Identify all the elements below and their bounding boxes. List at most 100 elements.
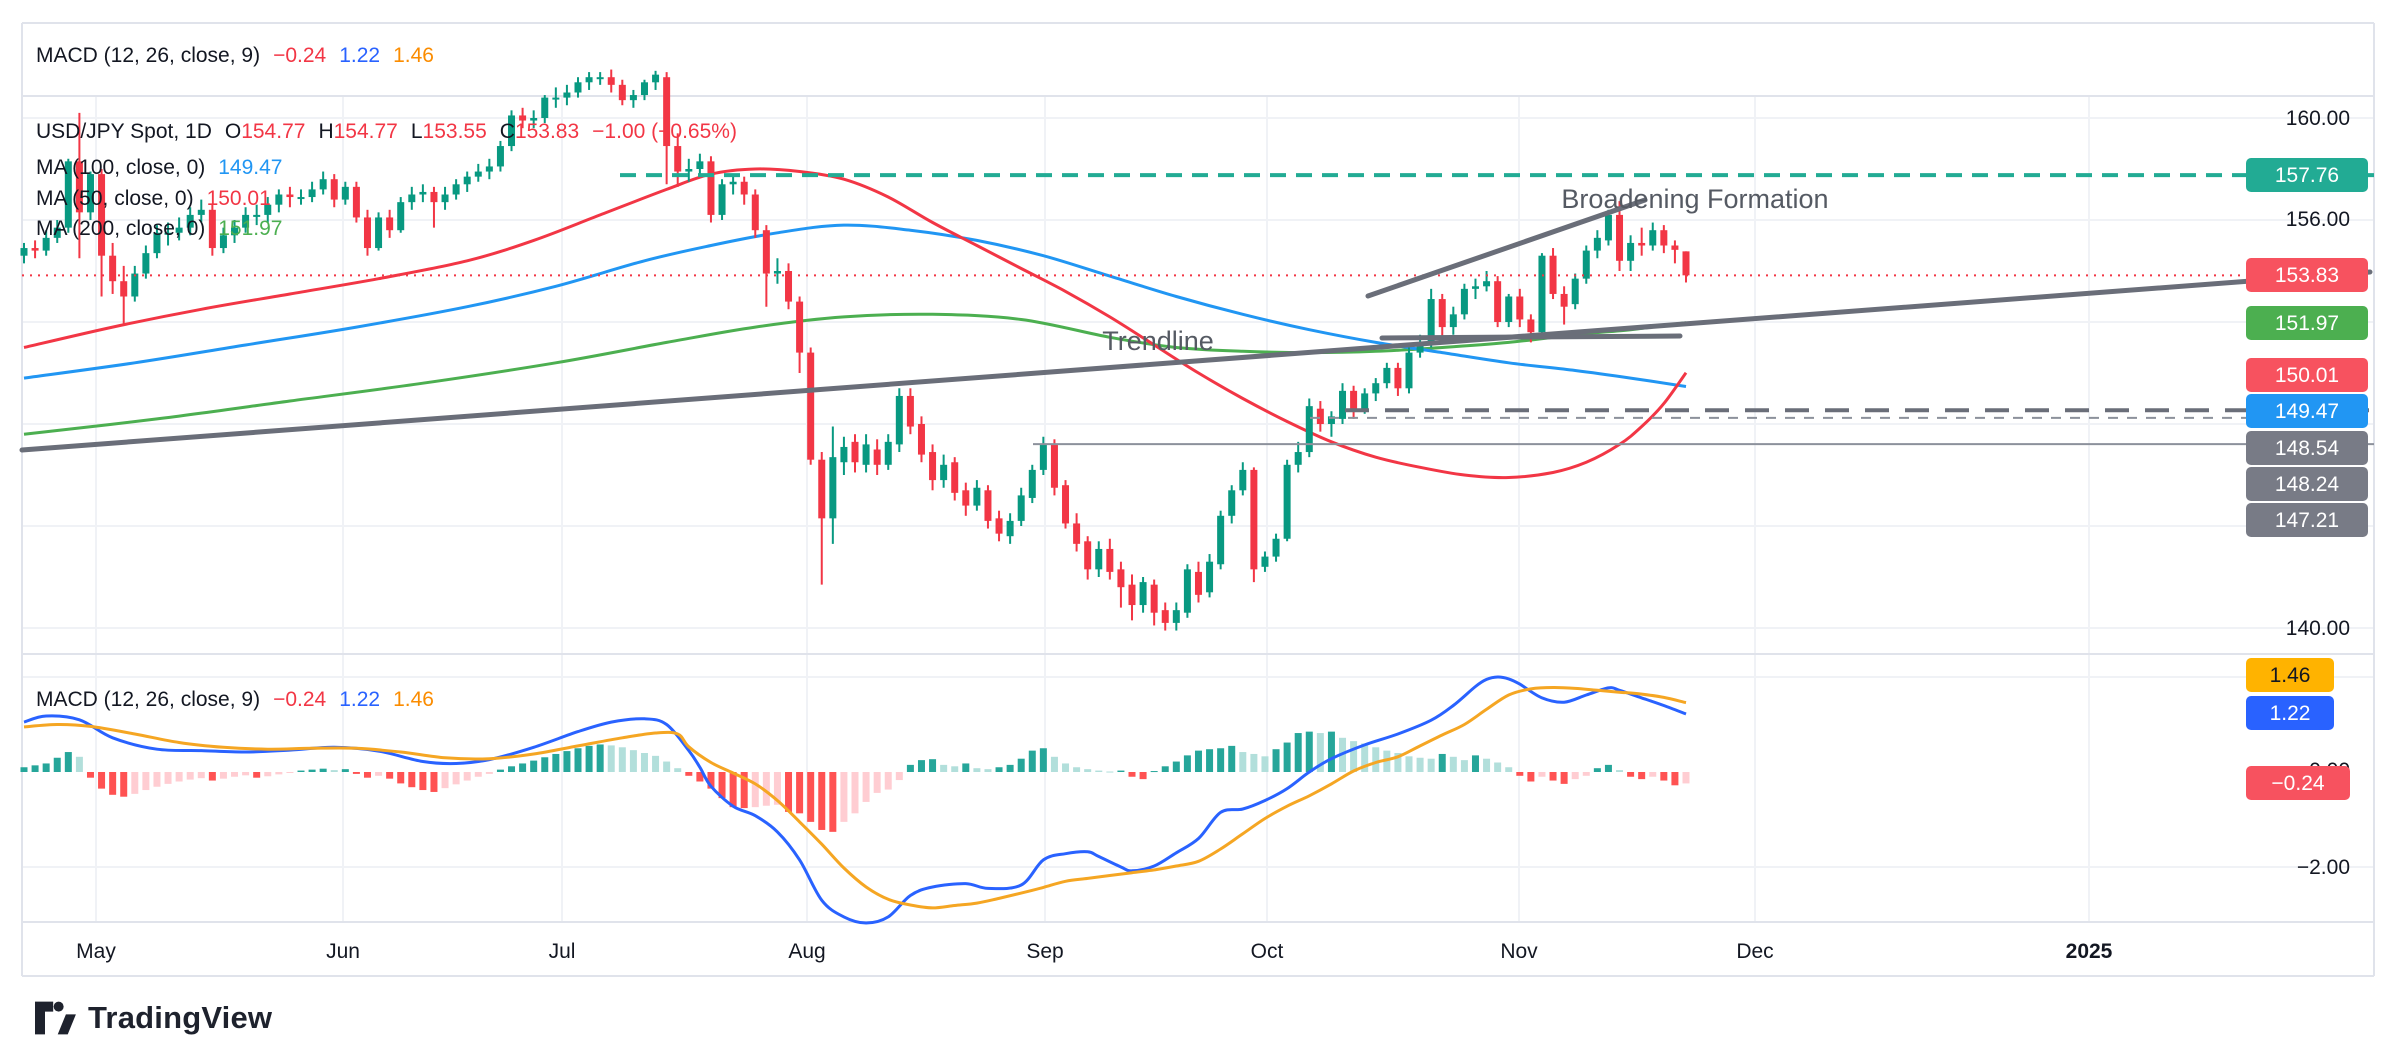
macd-histogram-bar [430, 772, 438, 792]
macd-histogram-bar [86, 772, 94, 778]
time-axis-label: Oct [1251, 940, 1284, 963]
axis-badge-label: 148.24 [2275, 473, 2340, 496]
macd-histogram-bar [1261, 756, 1269, 772]
macd-histogram-bar [995, 767, 1003, 772]
candle-body [1106, 548, 1114, 572]
ma50-legend[interactable]: MA (50, close, 0) 150.01 [36, 187, 284, 211]
axis-badge-label: 151.97 [2275, 312, 2339, 335]
macd-histogram-bar [1350, 741, 1358, 772]
macd-histogram-bar [607, 745, 615, 772]
macd-histogram-bar [707, 772, 715, 789]
macd-histogram-bar [552, 753, 560, 772]
candle-body [840, 446, 848, 463]
ma100-legend[interactable]: MA (100, close, 0) 149.47 [36, 156, 295, 180]
trendline-drawings[interactable] [19, 197, 2373, 453]
candle-body [375, 217, 383, 249]
candle-body [1593, 237, 1601, 251]
axis-badge [2246, 696, 2334, 730]
candle-body [1017, 495, 1025, 521]
candle-body [53, 227, 61, 238]
macd-hist-value: −0.24 [273, 44, 327, 67]
time-axis-label: Sep [1026, 940, 1063, 963]
symbol-legend[interactable]: USD/JPY Spot, 1D O154.77 H154.77 L153.55 C15… [36, 120, 750, 144]
macd-histogram-bar [1228, 745, 1236, 772]
candle-body [1372, 383, 1380, 394]
macd-histogram-bar [1549, 772, 1557, 781]
macd-line [23, 675, 1687, 925]
candle-body [1627, 242, 1635, 261]
macd-histogram-bar [1616, 770, 1624, 772]
annotation-text: Broadening Formation [1561, 184, 1828, 214]
macd-histogram-bar [1050, 756, 1058, 772]
ohlc-open: O154.77 [224, 120, 306, 143]
macd-histogram-bar [109, 772, 117, 795]
macd-histogram-bar [1505, 767, 1513, 772]
candle-body [951, 462, 959, 493]
candle-body [1460, 288, 1468, 315]
candle-body [1261, 556, 1269, 567]
candle-body [1062, 485, 1070, 524]
candle-body [1117, 569, 1125, 588]
macd-histogram-bar [917, 760, 925, 772]
candle-body [1660, 230, 1668, 246]
macd-histogram-bar [674, 768, 682, 772]
candle-body [663, 77, 671, 147]
neckline [1379, 333, 1683, 341]
time-axis-label: Jul [549, 940, 576, 963]
macd-histogram-bar [519, 763, 527, 772]
candle-body [1161, 610, 1169, 623]
candle-body [519, 115, 527, 121]
candle-body [585, 77, 593, 83]
time-axis-label: May [76, 940, 116, 963]
candle-body [940, 464, 948, 481]
tradingview-logo[interactable]: TradingView [33, 998, 272, 1038]
candle-body [1206, 561, 1214, 593]
macd-histogram-bar [1305, 731, 1313, 772]
macd-histogram-bar [895, 772, 903, 781]
macd-histogram-bar [1239, 752, 1247, 772]
tradingview-icon [35, 1001, 76, 1035]
candle-body [75, 161, 83, 213]
macd-histogram-bar [1593, 768, 1601, 772]
macd-legend-top[interactable]: MACD (12, 26, close, 9) −0.24 1.22 1.46 [36, 44, 447, 68]
axis-badge-label: 149.47 [2275, 400, 2339, 423]
axis-badge [2246, 306, 2368, 340]
macd-histogram-bar [341, 769, 349, 772]
macd-title: MACD (12, 26, close, 9) [36, 44, 261, 67]
candle-body [1560, 293, 1568, 307]
macd-axis[interactable]: 0.00−2.001.461.22−0.24 [2246, 658, 2350, 879]
main-trendline [19, 269, 2373, 453]
macd-histogram-bar [1272, 749, 1280, 772]
candle-body [131, 273, 139, 297]
macd-histogram-bar [1627, 772, 1635, 777]
candle-body [1449, 314, 1457, 328]
ma200-legend[interactable]: MA (200, close, 0) 151.97 [36, 217, 295, 241]
macd-histogram-bar [186, 772, 194, 780]
candle-body [696, 161, 704, 169]
candle-body [1483, 281, 1491, 287]
candle-body [1494, 281, 1502, 322]
candle-body [208, 209, 216, 249]
candle-body [64, 161, 72, 228]
candle-body [341, 186, 349, 200]
macd-histogram-bar [1483, 758, 1491, 772]
macd-pane-legend[interactable]: MACD (12, 26, close, 9) −0.24 1.22 1.46 [36, 688, 447, 712]
price-axis[interactable]: 160.00 156.00 140.00 157.76 153.83 151.97 150.… [2246, 107, 2368, 640]
candle-body [796, 301, 804, 353]
macd-histogram-bar [618, 747, 626, 772]
candle-body [253, 214, 261, 217]
macd-histogram-bar [1604, 764, 1612, 772]
macd-histogram-bar [940, 764, 948, 772]
time-axis[interactable]: May Jun Jul Aug Sep Oct Nov Dec 2025 [76, 940, 2113, 963]
candle-body [330, 179, 338, 200]
candle-body [596, 77, 604, 80]
axis-badge [2246, 431, 2368, 465]
macd-histogram-bar [1139, 772, 1147, 780]
macd-histogram-bar [1560, 772, 1568, 784]
macd-histogram-bar [729, 772, 737, 808]
candles[interactable] [20, 69, 1690, 631]
ma100-value: 149.47 [218, 156, 283, 179]
macd-histogram-bar [1206, 749, 1214, 772]
macd-histogram-bar [829, 772, 837, 832]
